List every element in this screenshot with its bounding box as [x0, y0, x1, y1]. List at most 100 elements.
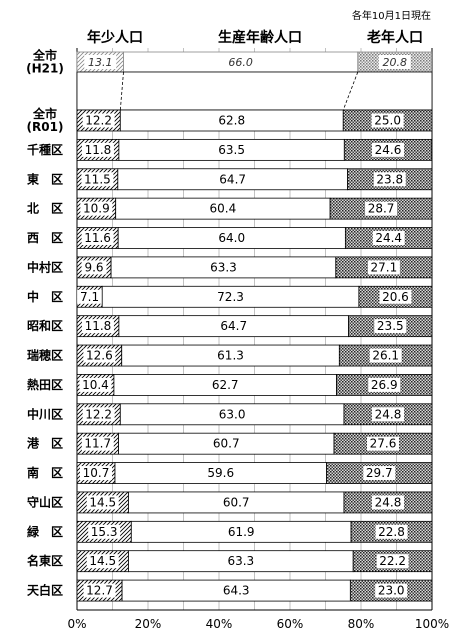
category-label: 天白区 — [27, 583, 63, 598]
data-label-bg — [367, 436, 400, 451]
category-label: 昭和区 — [27, 318, 63, 333]
data-label-bg — [371, 113, 404, 128]
gap-band — [76, 71, 433, 111]
category-label: 中 区 — [27, 289, 63, 304]
data-label-young: 12.2 — [85, 407, 112, 421]
data-label-young: 11.7 — [84, 437, 111, 451]
data-label-working: 61.3 — [217, 349, 244, 363]
category-label: (H21) — [26, 62, 64, 76]
data-label-bg — [83, 348, 116, 363]
data-label-bg — [77, 289, 103, 304]
data-label-working: 64.7 — [220, 319, 247, 333]
data-label-old: 29.7 — [366, 466, 393, 480]
data-label-bg — [371, 407, 404, 422]
data-label-old: 23.5 — [377, 319, 404, 333]
data-label-working: 63.3 — [210, 260, 237, 274]
data-label-old: 23.8 — [376, 172, 403, 186]
data-label-old: 23.0 — [378, 584, 405, 598]
data-label-young: 11.5 — [84, 172, 111, 186]
data-label-working: 60.7 — [213, 437, 240, 451]
data-label-bg — [376, 554, 409, 569]
data-label-bg — [79, 377, 112, 392]
data-label-young: 7.1 — [80, 290, 99, 304]
category-label: (R01) — [27, 120, 64, 134]
category-label: 南 区 — [27, 465, 63, 480]
data-label-bg — [86, 495, 119, 510]
data-label-old: 26.9 — [371, 378, 398, 392]
x-tick-label: 40% — [206, 617, 233, 631]
data-label-working: 64.7 — [219, 172, 246, 186]
data-label-young: 10.7 — [83, 466, 110, 480]
data-label-bg — [372, 231, 405, 246]
data-label-bg — [373, 172, 406, 187]
data-label-bg — [88, 524, 121, 539]
data-label-young: 10.4 — [82, 378, 109, 392]
data-label-bg — [378, 55, 411, 69]
data-label-bg — [81, 436, 114, 451]
category-label: 港 区 — [27, 436, 63, 451]
legend-working-label: 生産年齢人口 — [218, 29, 302, 46]
data-label-bg — [374, 319, 407, 334]
data-label-old: 25.0 — [374, 114, 401, 128]
data-label-bg — [365, 201, 398, 216]
legend-old-label: 老年人口 — [367, 29, 423, 46]
data-label-bg — [83, 583, 116, 598]
data-label-young: 15.3 — [91, 525, 118, 539]
data-label-bg — [375, 583, 408, 598]
category-label: 北 区 — [27, 201, 63, 216]
category-label: 緑 区 — [27, 524, 63, 539]
data-label-working: 59.6 — [207, 466, 234, 480]
category-label: 全市 — [32, 106, 57, 121]
data-label-bg — [82, 113, 115, 128]
data-label-young: 10.9 — [83, 202, 110, 216]
data-label-bg — [371, 495, 404, 510]
legend-young-label: 年少人口 — [87, 29, 143, 46]
data-label-young: 11.8 — [85, 143, 112, 157]
data-label-old: 26.1 — [372, 349, 399, 363]
data-label-bg — [367, 260, 400, 275]
data-label-old: 20.6 — [382, 290, 409, 304]
data-label-bg — [84, 55, 117, 69]
data-label-young: 12.6 — [86, 349, 113, 363]
data-label-old: 22.2 — [379, 554, 406, 568]
data-label-old: 28.7 — [368, 202, 395, 216]
data-label-working: 62.7 — [212, 378, 239, 392]
data-label-working: 63.3 — [227, 554, 254, 568]
data-label-working: 63.0 — [219, 407, 246, 421]
data-label-working: 61.9 — [228, 525, 255, 539]
connector-line — [119, 71, 124, 111]
x-tick-label: 100% — [415, 617, 449, 631]
category-label: 瑞穂区 — [27, 348, 63, 363]
connector-line — [342, 71, 359, 111]
data-label-working: 66.0 — [228, 56, 253, 69]
data-label-bg — [79, 466, 112, 481]
category-label: 東 区 — [27, 171, 63, 186]
data-label-bg — [81, 142, 114, 157]
category-label: 全市 — [32, 48, 57, 63]
data-label-bg — [81, 260, 107, 275]
category-label: 名東区 — [27, 553, 63, 568]
data-label-bg — [82, 407, 115, 422]
data-label-bg — [375, 524, 408, 539]
data-label-working: 72.3 — [217, 290, 244, 304]
data-label-bg — [368, 377, 401, 392]
data-label-old: 27.6 — [370, 437, 397, 451]
data-label-bg — [371, 142, 404, 157]
data-label-old: 24.8 — [375, 407, 402, 421]
x-tick-label: 20% — [135, 617, 162, 631]
data-label-working: 62.8 — [218, 114, 245, 128]
data-label-bg — [81, 319, 114, 334]
data-label-working: 60.7 — [223, 495, 250, 509]
data-label-old: 24.4 — [375, 231, 402, 245]
data-label-old: 27.1 — [371, 260, 398, 274]
data-label-old: 22.8 — [378, 525, 405, 539]
plot-area: 0% 20% 40% 60% 80% 100%全市(H21) 13.1 66.0 20.8全市(… — [26, 48, 449, 631]
data-label-bg — [81, 231, 114, 246]
data-label-working: 64.0 — [218, 231, 245, 245]
category-label: 中村区 — [27, 259, 63, 274]
data-label-old: 24.8 — [375, 495, 402, 509]
data-label-young: 12.7 — [86, 584, 113, 598]
data-label-bg — [80, 201, 113, 216]
date-note: 各年10月1日現在 — [352, 9, 431, 22]
